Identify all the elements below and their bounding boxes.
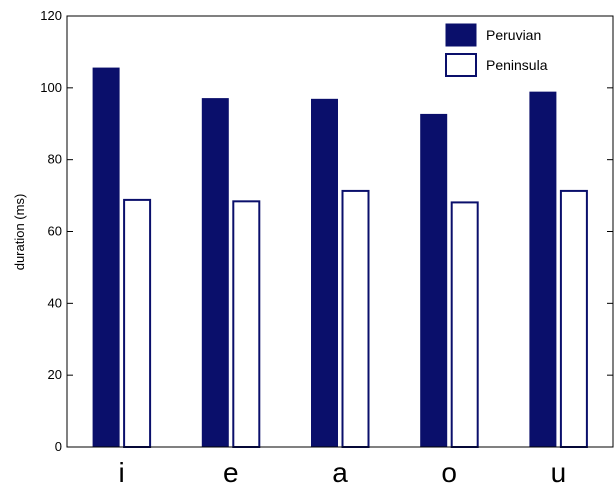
y-tick-label: 120 (40, 8, 62, 23)
bar-peninsula-u (559, 189, 588, 449)
bars-group (92, 67, 588, 449)
legend: Peruvian Peninsula (445, 23, 548, 77)
x-category-label: o (441, 457, 457, 486)
x-category-label: i (118, 457, 124, 486)
bar-peruvian-u (529, 91, 557, 448)
bar-peruvian-o (420, 113, 448, 448)
y-ticks-group: 0 20 40 60 80 100 120 (40, 8, 613, 454)
y-tick-label: 0 (55, 439, 62, 454)
y-axis-label: duration (ms) (12, 194, 27, 271)
bar-peninsula-o (450, 201, 479, 448)
plot-frame (66, 15, 614, 448)
bar-peninsula-a (341, 189, 370, 449)
bar-peruvian-a (311, 98, 338, 448)
x-category-label: e (223, 457, 239, 486)
y-tick-label: 40 (48, 295, 62, 310)
x-category-label: a (332, 457, 348, 486)
legend-label-peruvian: Peruvian (486, 27, 541, 43)
legend-label-peninsula: Peninsula (486, 57, 548, 73)
y-tick-label: 80 (48, 152, 62, 167)
legend-swatch-peninsula (445, 53, 477, 77)
bar-peruvian-i (92, 67, 120, 448)
bar-peninsula-e (232, 200, 261, 448)
bar-peninsula-i (123, 198, 152, 448)
y-tick-label: 20 (48, 367, 62, 382)
y-tick-label: 100 (40, 80, 62, 95)
bar-peruvian-e (201, 98, 229, 448)
x-category-label: u (551, 457, 567, 486)
y-tick-label: 60 (48, 224, 62, 239)
legend-swatch-peruvian (445, 23, 477, 47)
